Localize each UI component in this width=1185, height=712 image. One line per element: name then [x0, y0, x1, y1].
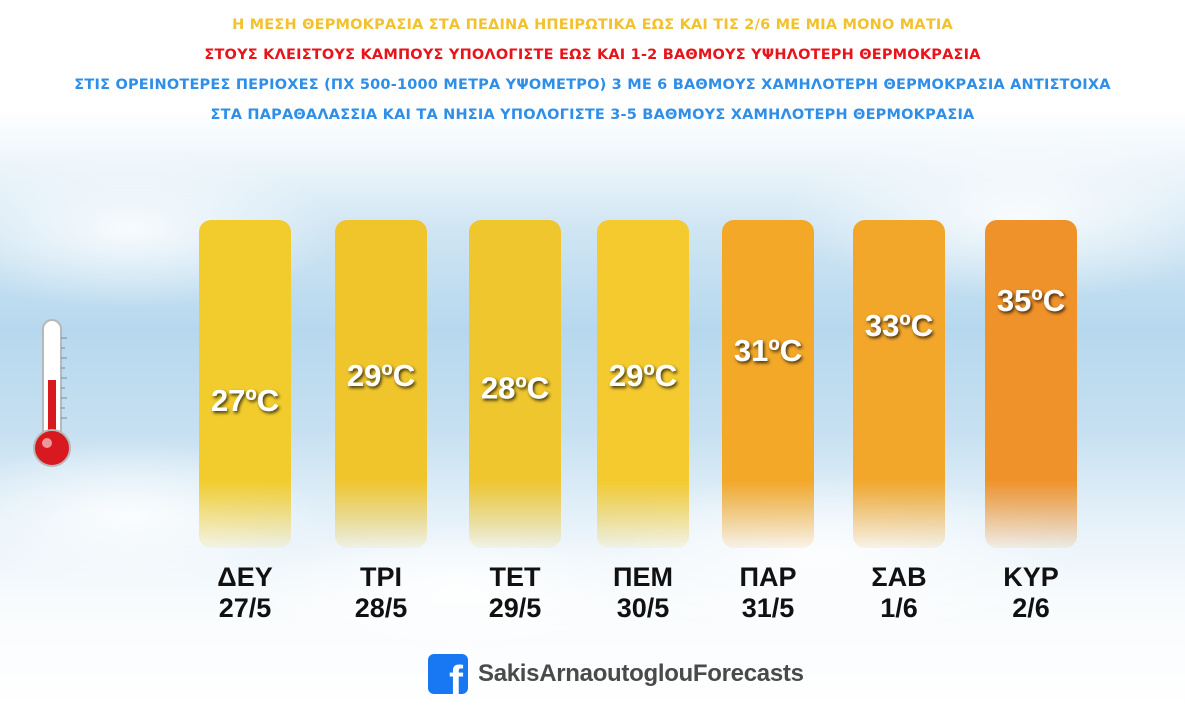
- value-label: 31ºC: [734, 333, 802, 368]
- value-label: 33ºC: [865, 308, 933, 343]
- headline-4: ΣΤΑ ΠΑΡΑΘΑΛΑΣΣΙΑ ΚΑΙ ΤΑ ΝΗΣΙΑ ΥΠΟΛΟΓΙΣΤΕ…: [210, 107, 975, 123]
- date-label: 27/5: [219, 593, 272, 623]
- headline-block: Η ΜΕΣΗ ΘΕΡΜΟΚΡΑΣΙΑ ΣΤΑ ΠΕΔΙΝΑ ΗΠΕΙΡΩΤΙΚΑ…: [0, 10, 1185, 130]
- day-label: ΤΕΤ: [490, 562, 542, 592]
- day-label: ΚΥΡ: [1003, 562, 1059, 592]
- date-label: 28/5: [355, 593, 408, 623]
- value-label: 29ºC: [609, 358, 677, 393]
- date-label: 30/5: [617, 593, 670, 623]
- bar-ΤΕΤ: [469, 220, 561, 548]
- day-label: ΠΑΡ: [739, 562, 796, 592]
- date-label: 29/5: [489, 593, 542, 623]
- thermometer-icon: [30, 318, 80, 473]
- bar-ΤΡΙ: [335, 220, 427, 548]
- facebook-page-name[interactable]: SakisArnaoutoglouForecasts: [478, 660, 804, 687]
- day-label: ΤΡΙ: [360, 562, 402, 592]
- bar-ΠΕΜ: [597, 220, 689, 548]
- facebook-glyph: f: [449, 657, 463, 695]
- headline-3: ΣΤΙΣ ΟΡΕΙΝΟΤΕΡΕΣ ΠΕΡΙΟΧΕΣ (ΠΧ 500-1000 Μ…: [74, 77, 1111, 93]
- headline-2: ΣΤΟΥΣ ΚΛΕΙΣΤΟΥΣ ΚΑΜΠΟΥΣ ΥΠΟΛΟΓΙΣΤΕ ΕΩΣ Κ…: [204, 47, 981, 63]
- day-label: ΠΕΜ: [613, 562, 673, 592]
- footer: f SakisArnaoutoglouForecasts: [428, 654, 804, 694]
- bar-ΣΑΒ: [853, 220, 945, 548]
- date-label: 2/6: [1012, 593, 1050, 623]
- bar-ΚΥΡ: [985, 220, 1077, 548]
- value-label: 27ºC: [211, 383, 279, 418]
- date-label: 31/5: [742, 593, 795, 623]
- bar-ΠΑΡ: [722, 220, 814, 548]
- value-label: 28ºC: [481, 371, 549, 406]
- facebook-icon[interactable]: f: [428, 654, 468, 694]
- day-label: ΔΕΥ: [217, 562, 272, 592]
- bar-ΔΕΥ: [199, 220, 291, 548]
- value-label: 29ºC: [347, 358, 415, 393]
- headline-1: Η ΜΕΣΗ ΘΕΡΜΟΚΡΑΣΙΑ ΣΤΑ ΠΕΔΙΝΑ ΗΠΕΙΡΩΤΙΚΑ…: [232, 17, 953, 33]
- value-label: 35ºC: [997, 283, 1065, 318]
- day-label: ΣΑΒ: [871, 562, 926, 592]
- date-label: 1/6: [880, 593, 918, 623]
